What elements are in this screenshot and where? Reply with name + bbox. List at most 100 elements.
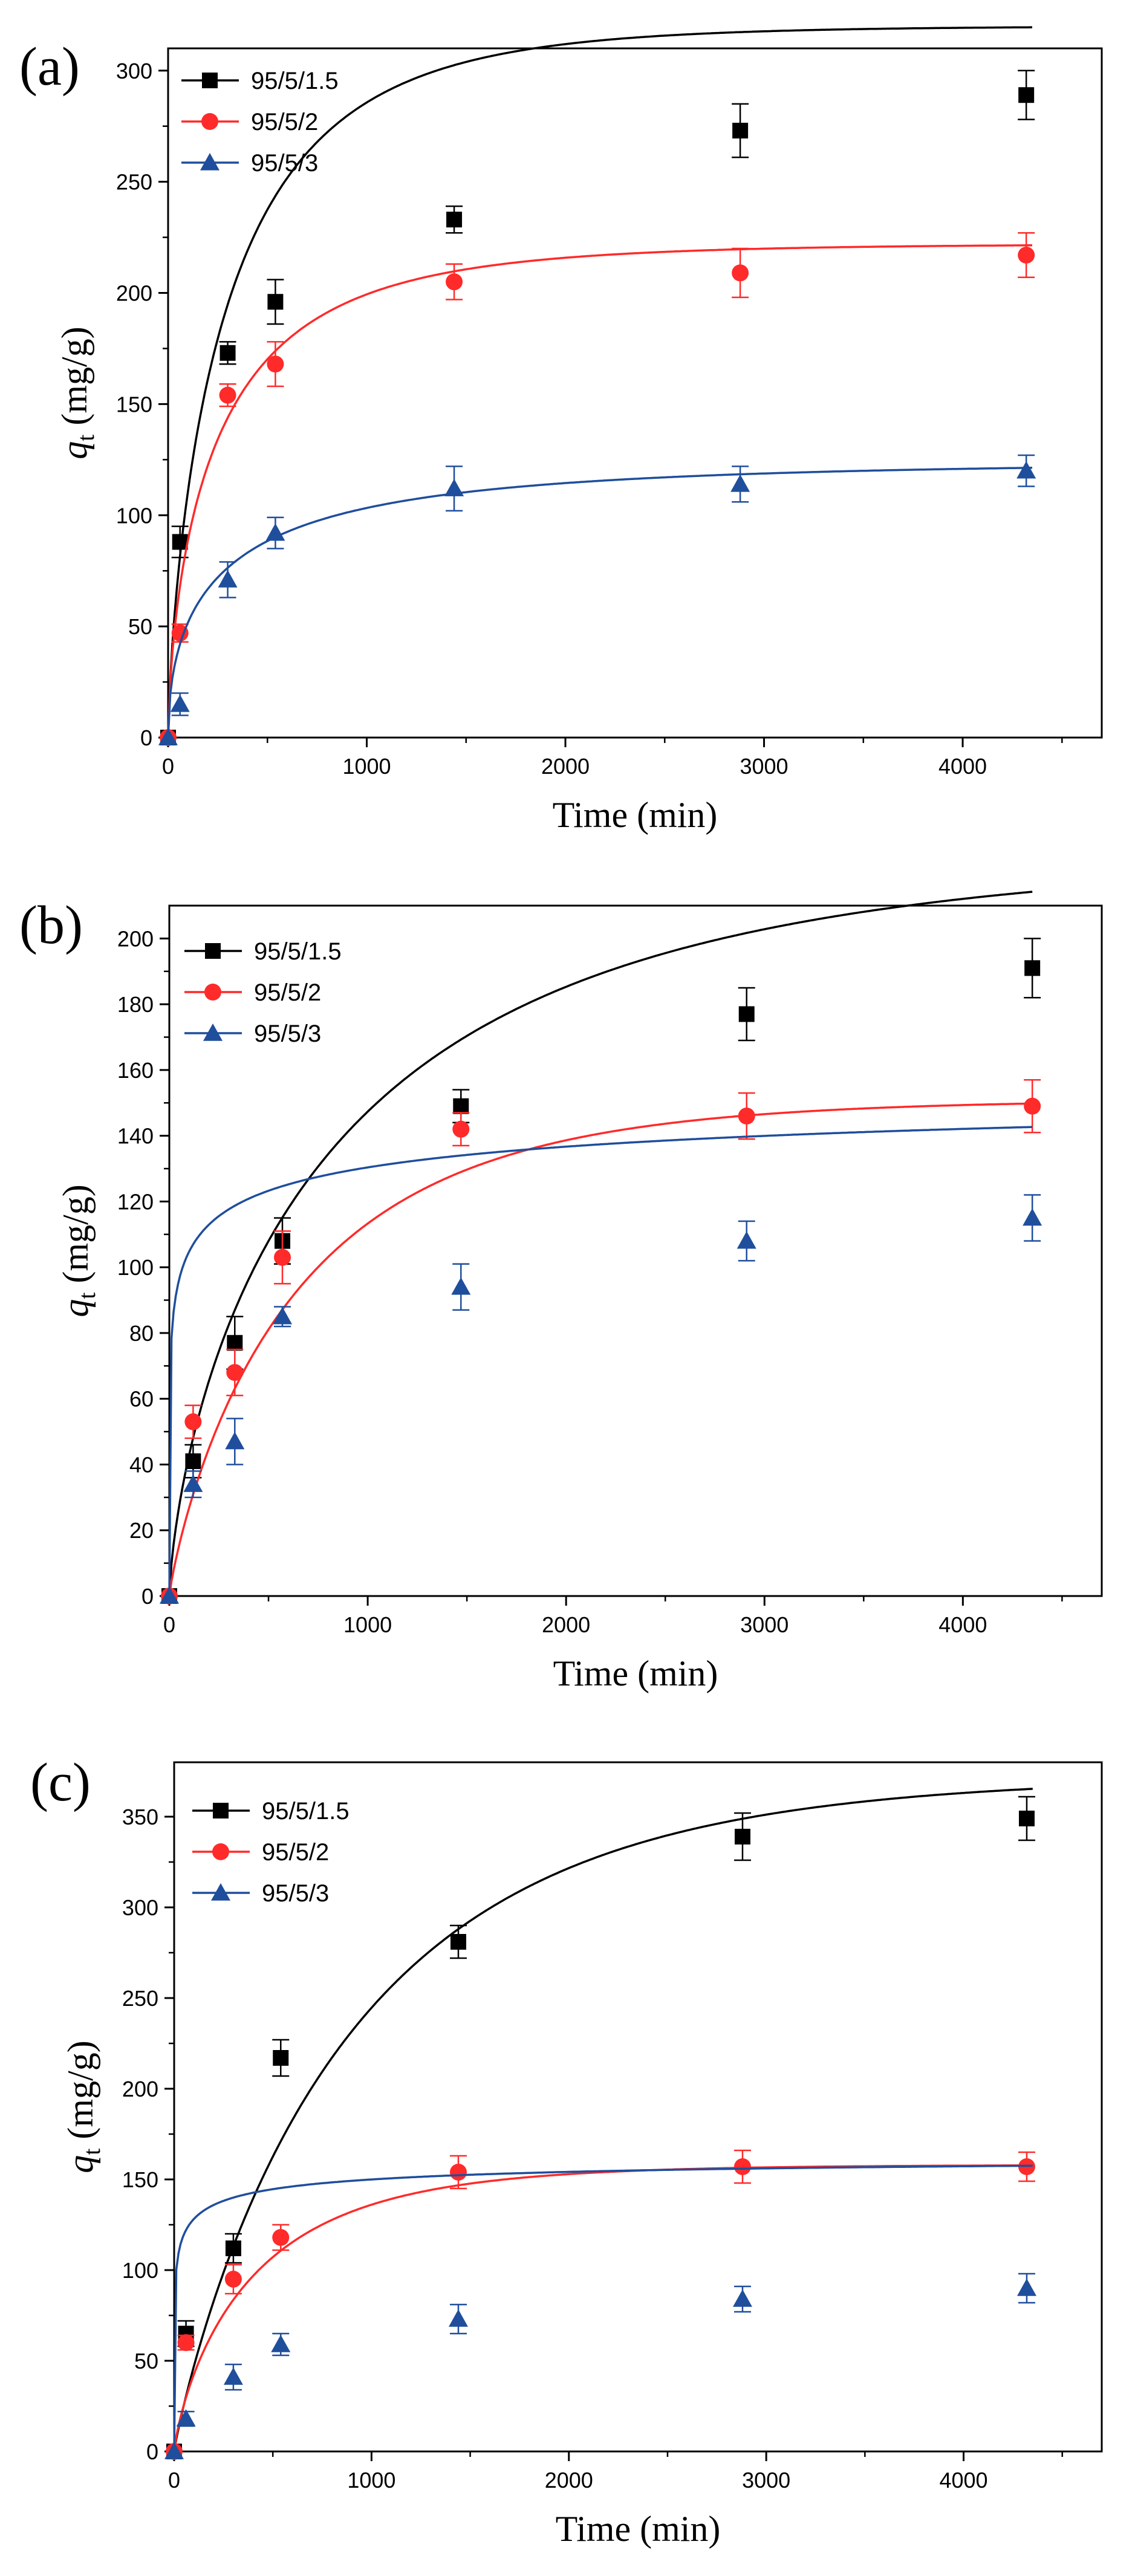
- y-tick-label: 100: [117, 1255, 154, 1280]
- legend-marker: [203, 1024, 223, 1041]
- y-tick-label: 140: [117, 1124, 154, 1149]
- legend-label: 95/5/1.5: [251, 68, 339, 94]
- legend-marker: [201, 113, 218, 130]
- y-axis-title-symbol: q: [54, 441, 94, 459]
- legend-item: 95/5/1.5: [192, 1798, 350, 1825]
- y-axis-title: qt (mg/g): [60, 2040, 105, 2173]
- data-point: [273, 2050, 289, 2066]
- fit-line: [167, 467, 1032, 738]
- x-axis-title: Time (min): [556, 2509, 721, 2549]
- data-point: [219, 386, 236, 404]
- y-tick-label: 50: [134, 2349, 158, 2373]
- y-axis-title-subscript: t: [73, 1293, 100, 1299]
- data-point: [227, 1335, 243, 1351]
- series-95-5-3: [158, 454, 1036, 745]
- fit-line: [168, 1126, 1033, 1597]
- y-tick-label: 60: [129, 1387, 154, 1412]
- data-point: [732, 123, 749, 139]
- data-point: [1016, 461, 1036, 479]
- legend-label: 95/5/1.5: [262, 1798, 350, 1825]
- x-tick-label: 3000: [742, 2468, 790, 2493]
- data-point: [732, 264, 749, 282]
- y-tick-label: 50: [128, 614, 152, 639]
- data-point: [446, 212, 463, 228]
- legend-marker: [204, 984, 221, 1001]
- legend-marker: [212, 1843, 229, 1860]
- legend-item: 95/5/3: [181, 150, 318, 177]
- legend-marker: [205, 943, 221, 959]
- y-tick-label: 0: [141, 1584, 154, 1609]
- y-axis-title-unit: (mg/g): [56, 1184, 96, 1292]
- legend-label: 95/5/1.5: [254, 938, 342, 965]
- legend-item: 95/5/2: [181, 109, 318, 135]
- series-95-5-2: [161, 1079, 1041, 1604]
- y-axis-title-unit: (mg/g): [60, 2040, 100, 2148]
- y-axis-title-subscript: t: [78, 2149, 105, 2155]
- fit-line: [167, 244, 1032, 738]
- data-point: [1016, 2279, 1036, 2296]
- y-tick-label: 0: [140, 725, 152, 750]
- fit-line: [173, 2164, 1033, 2452]
- y-tick-label: 200: [116, 281, 152, 306]
- legend-item: 95/5/2: [184, 979, 321, 1006]
- legend-label: 95/5/2: [251, 109, 318, 135]
- data-point: [451, 1277, 471, 1295]
- data-point: [734, 1829, 750, 1844]
- data-point: [267, 355, 284, 373]
- y-tick-label: 200: [122, 2077, 158, 2101]
- y-tick-label: 100: [116, 503, 152, 528]
- y-axis-title-subscript: t: [72, 435, 99, 441]
- data-point: [172, 534, 188, 550]
- data-point: [265, 523, 285, 541]
- y-tick-label: 150: [122, 2167, 158, 2192]
- data-point: [274, 1248, 291, 1266]
- y-tick-label: 200: [117, 926, 154, 951]
- y-tick-label: 20: [129, 1518, 154, 1543]
- y-axis-title: qt (mg/g): [56, 1184, 100, 1317]
- x-tick-label: 1000: [347, 2468, 395, 2493]
- series-95-5-3: [160, 1126, 1042, 1604]
- legend-marker: [211, 1883, 230, 1901]
- y-tick-label: 300: [122, 1895, 158, 1920]
- y-tick-label: 350: [122, 1805, 158, 1829]
- y-tick-label: 250: [116, 170, 152, 195]
- y-axis-title-symbol: q: [56, 1299, 96, 1317]
- x-tick-label: 1000: [342, 754, 391, 779]
- legend-item: 95/5/3: [184, 1020, 321, 1047]
- data-point: [170, 694, 190, 712]
- x-tick-label: 3000: [740, 1612, 789, 1637]
- fit-line: [173, 1788, 1033, 2452]
- data-point: [273, 1306, 293, 1325]
- data-point: [223, 2367, 243, 2385]
- y-axis-title-unit: (mg/g): [54, 326, 94, 434]
- y-tick-label: 150: [116, 392, 152, 417]
- series-95-5-1-5: [160, 26, 1035, 745]
- x-tick-label: 3000: [740, 754, 788, 779]
- x-tick-label: 0: [162, 754, 174, 779]
- plot-frame: [173, 1761, 1103, 2453]
- legend-label: 95/5/3: [254, 1020, 321, 1047]
- chart-panel-c: 0 1000 2000 3000 4000 0 50 100 150 200 250 300 350 Ti…: [60, 1761, 1103, 2549]
- legend-marker: [202, 73, 218, 88]
- y-tick-label: 100: [122, 2258, 158, 2283]
- x-tick-label: 2000: [541, 754, 590, 779]
- data-point: [453, 1098, 469, 1114]
- y-tick-label: 250: [122, 1986, 158, 2011]
- data-point: [448, 2309, 468, 2327]
- legend-label: 95/5/2: [262, 1839, 329, 1866]
- legend-item: 95/5/1.5: [184, 938, 342, 965]
- data-point: [272, 2229, 290, 2246]
- y-tick-label: 180: [117, 992, 154, 1017]
- legend-marker: [200, 153, 220, 170]
- data-point: [738, 1006, 755, 1022]
- plot-frame: [168, 904, 1103, 1597]
- y-tick-label: 160: [117, 1058, 154, 1083]
- data-point: [449, 2164, 467, 2181]
- chart-panel-a: 0 1000 2000 3000 4000 0 50 100 150 200 250 300 Time …: [54, 26, 1103, 835]
- x-axis-title: Time (min): [553, 795, 718, 835]
- data-point: [1024, 960, 1041, 976]
- data-point: [185, 1453, 201, 1470]
- y-axis-title-symbol: q: [60, 2155, 100, 2173]
- legend-label: 95/5/2: [254, 979, 321, 1006]
